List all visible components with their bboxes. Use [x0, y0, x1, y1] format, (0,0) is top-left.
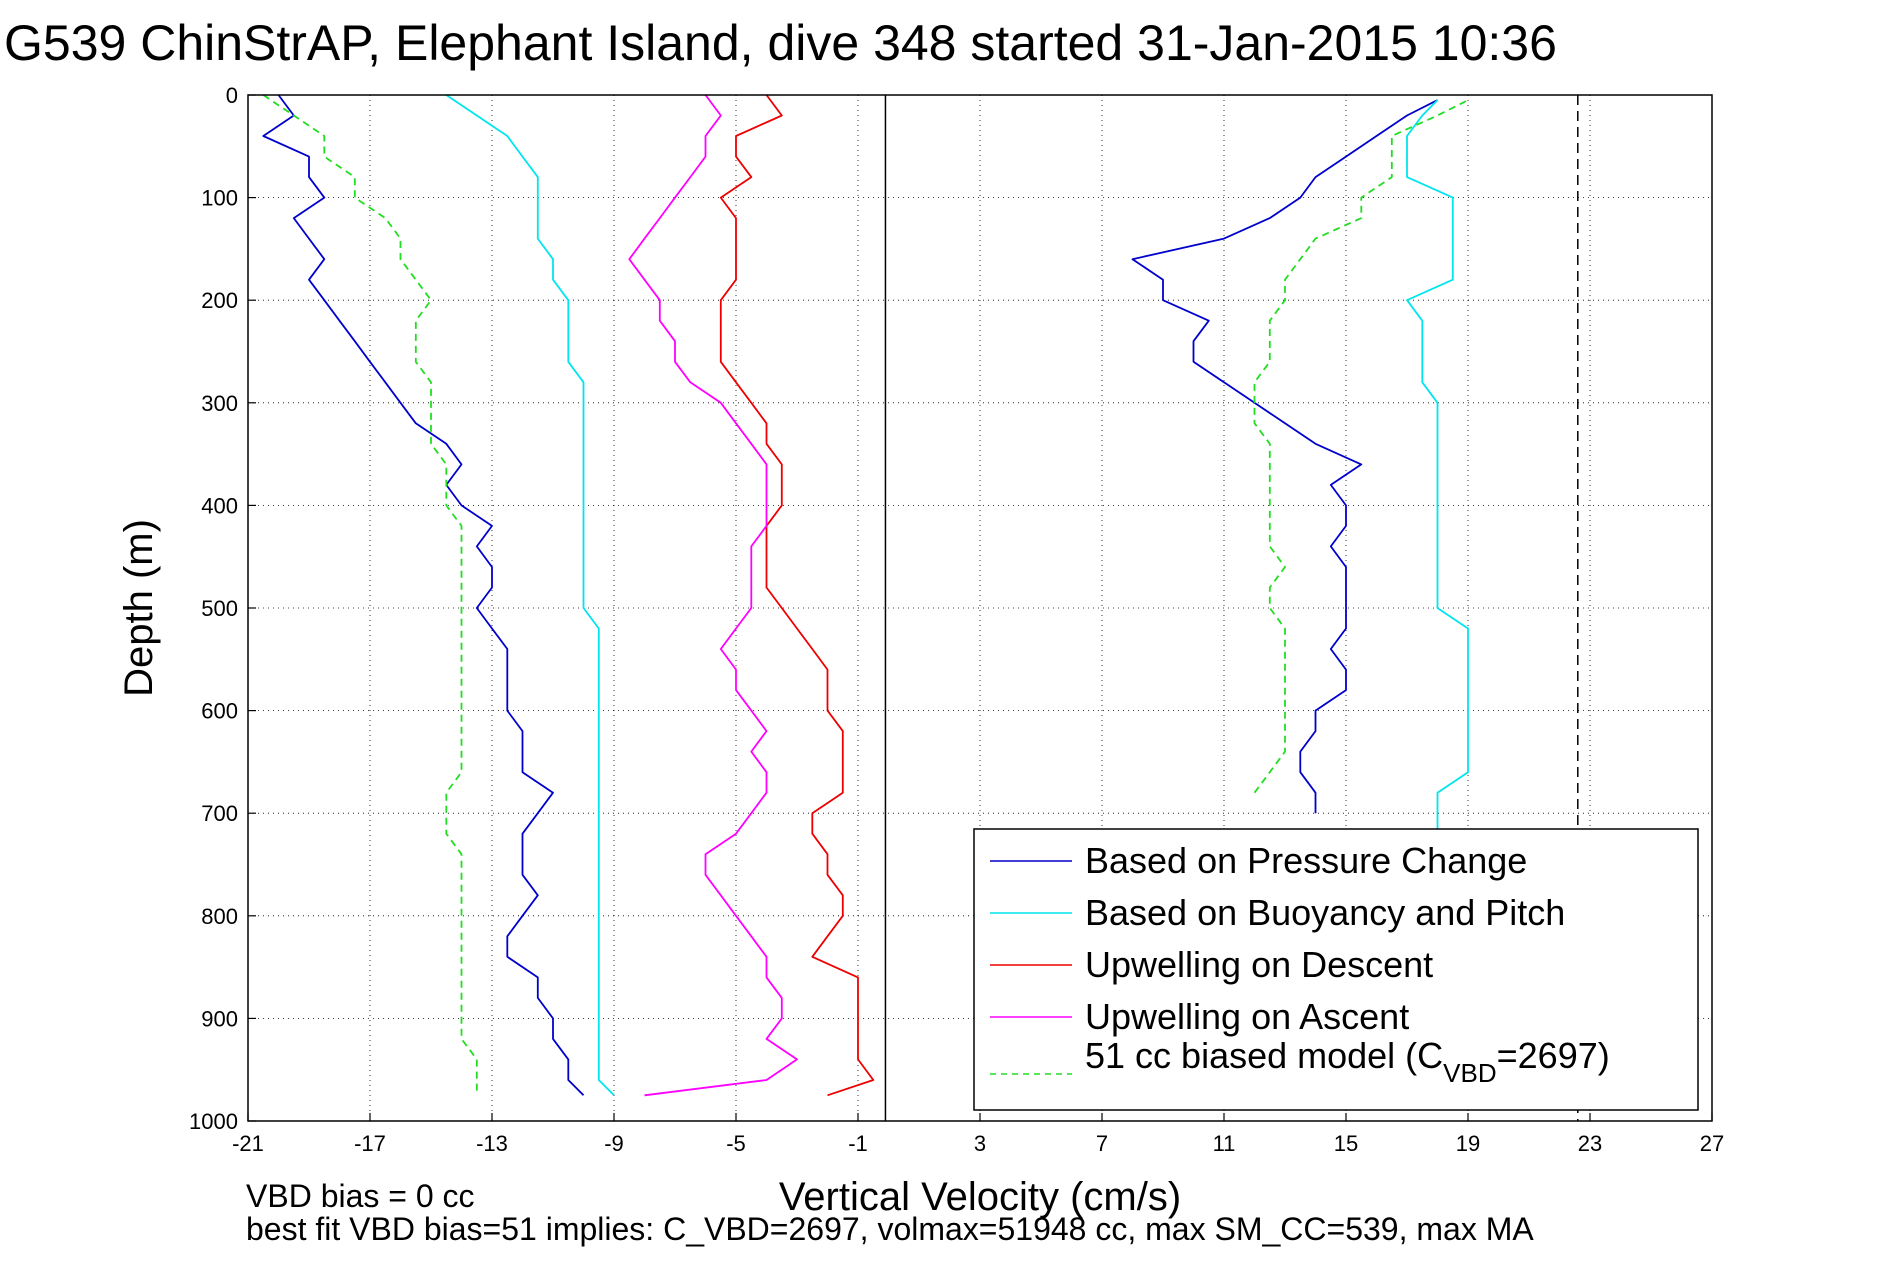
- x-tick-label: 27: [1700, 1131, 1724, 1156]
- legend-label: Based on Pressure Change: [1085, 840, 1527, 881]
- y-tick-label: 700: [201, 801, 238, 826]
- x-tick-label: 3: [974, 1131, 986, 1156]
- series-ascent-line-1: [1406, 99, 1469, 834]
- x-tick-label: -13: [476, 1131, 508, 1156]
- x-tick-label: 15: [1334, 1131, 1358, 1156]
- series-ascent-line-0: [1131, 99, 1438, 814]
- chart-title: G539 ChinStrAP, Elephant Island, dive 34…: [4, 15, 1557, 71]
- series-ascent-line-4: [1253, 99, 1469, 794]
- x-tick-label: -21: [232, 1131, 264, 1156]
- legend-label: Upwelling on Ascent: [1085, 996, 1409, 1037]
- legend: Based on Pressure Change Based on Buoyanc…: [973, 828, 1699, 1111]
- series-line-4: [262, 94, 478, 1096]
- y-tick-label: 300: [201, 391, 238, 416]
- y-tick-label: 400: [201, 493, 238, 518]
- legend-label: Upwelling on Descent: [1085, 944, 1433, 985]
- legend-label-model: 51 cc biased model (CVBD=2697): [1085, 1035, 1610, 1088]
- series-group: [262, 94, 1469, 1097]
- footnote-vbd-bias: VBD bias = 0 cc: [246, 1178, 475, 1214]
- x-axis-ticks: -21 -17 -13 -9 -5 -1 3 7 11 15 19 23 27: [232, 1113, 1724, 1156]
- series-line-1: [445, 94, 615, 1096]
- y-axis-ticks: 0 100 200 300 400 500 600 700 800 900 1000: [189, 83, 256, 1134]
- series-line-0: [262, 94, 585, 1096]
- x-tick-label: 7: [1096, 1131, 1108, 1156]
- x-axis-label: Vertical Velocity (cm/s): [779, 1175, 1181, 1219]
- x-tick-label: 11: [1213, 1131, 1236, 1156]
- y-tick-label: 100: [201, 186, 238, 211]
- x-tick-label: -17: [354, 1131, 386, 1156]
- legend-model-suffix: =2697): [1497, 1035, 1610, 1076]
- y-tick-label: 900: [201, 1006, 238, 1031]
- y-tick-label: 500: [201, 596, 238, 621]
- y-tick-label: 800: [201, 904, 238, 929]
- legend-box: [973, 828, 1699, 1111]
- series-line-3: [628, 94, 798, 1097]
- legend-label: Based on Buoyancy and Pitch: [1085, 892, 1565, 933]
- series-line-2: [719, 94, 875, 1097]
- y-tick-label: 1000: [189, 1109, 238, 1134]
- y-tick-label: 200: [201, 288, 238, 313]
- x-tick-label: -5: [726, 1131, 746, 1156]
- x-tick-label: -9: [604, 1131, 624, 1156]
- legend-model-subscript: VBD: [1443, 1058, 1496, 1088]
- y-axis-label: Depth (m): [117, 519, 161, 697]
- y-tick-label: 600: [201, 699, 238, 724]
- x-tick-label: 23: [1578, 1131, 1602, 1156]
- x-tick-label: -1: [848, 1131, 868, 1156]
- x-tick-label: 19: [1456, 1131, 1480, 1156]
- footnote-best-fit: best fit VBD bias=51 implies: C_VBD=2697…: [246, 1211, 1534, 1247]
- y-tick-label: 0: [226, 83, 238, 108]
- legend-model-prefix: 51 cc biased model (C: [1085, 1035, 1443, 1076]
